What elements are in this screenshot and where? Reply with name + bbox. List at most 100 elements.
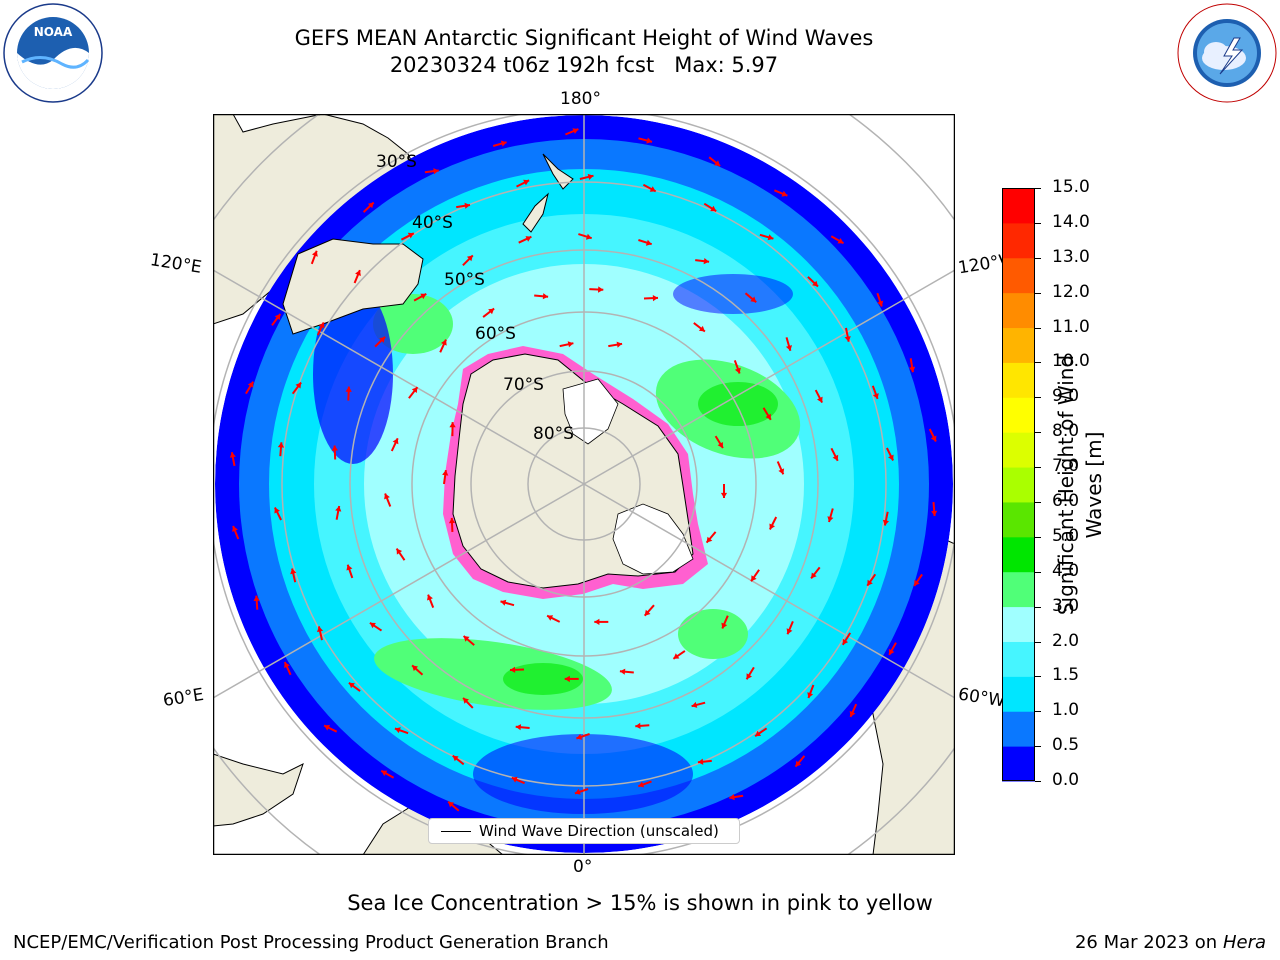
colorbar-tick-label: 2.0 [1052,630,1080,651]
colorbar-tick-label: 8.0 [1052,421,1080,442]
wave-direction-arrowhead [638,781,645,788]
colorbar-tick-label: 11.0 [1052,316,1090,337]
colorbar-tick-mark [1035,432,1041,434]
colorbar-segment [1002,222,1035,259]
wave-direction-arrowhead [765,413,771,420]
wave-direction-arrowhead [407,232,414,239]
colorbar-tick-mark [1035,292,1041,294]
colorbar-tick-label: 14.0 [1052,211,1090,232]
wave-direction-arrowhead [574,788,581,795]
wave-direction-arrowhead [232,526,238,532]
wave-direction-arrowhead [652,295,658,302]
wave-direction-arrowhead [930,435,937,442]
colorbar-segment [1002,467,1035,503]
wave-direction-arrowhead [448,801,455,808]
wave-direction-arrowhead [290,568,297,575]
colorbar-segment [1002,292,1035,329]
wave-direction-arrowhead [598,286,604,293]
wave-direction-arrowhead [888,648,895,655]
wave-direction-arrowhead [392,438,399,445]
colorbar-segment [1002,746,1035,782]
colorbar-tick-label: 0.0 [1052,770,1080,790]
wave-direction-arrowhead [729,794,735,801]
wave-direction-arrowhead [547,615,554,621]
colorbar-tick-label: 13.0 [1052,246,1090,267]
wave-direction-arrowhead [721,622,728,629]
wave-direction-arrowhead [448,517,456,524]
colorbar-tick-mark [1035,641,1041,643]
wave-direction-arrowhead [931,510,938,516]
colorbar-segment [1002,571,1035,608]
footer-host: Hera [1222,932,1266,953]
wave-direction-arrowhead [274,507,280,514]
colorbar-tick-mark [1035,188,1041,189]
nws-logo [1177,3,1277,103]
wave-direction-arrowhead [500,140,507,147]
lon-label-180: 180° [560,89,601,109]
wave-direction-arrowhead [877,300,884,307]
colorbar-tick-label: 12.0 [1052,281,1090,302]
colorbar-segment [1002,362,1035,398]
wave-direction-arrowhead [253,595,260,601]
wave-direction-arrowhead [367,202,374,209]
wave-direction-arrowhead [345,386,352,392]
colorbar-tick-mark [1035,397,1041,399]
footer-credit: NCEP/EMC/Verification Post Processing Pr… [13,932,609,953]
wave-direction-arrowhead [274,314,281,320]
wave-direction-arrowhead [523,179,530,186]
wave-direction-arrowhead [837,238,844,244]
wave-direction-arrowhead [867,579,873,586]
wave-direction-arrowhead [567,341,574,348]
wave-direction-arrowhead [644,609,651,616]
colorbar-segment [1002,641,1035,677]
wave-direction-arrowhead [750,296,757,303]
wave-direction-arrowhead [649,186,656,192]
colorbar-tick-label: 1.0 [1052,700,1080,721]
wave-direction-arrowhead [645,239,652,246]
colorbar-tick-mark [1035,222,1041,224]
wave-direction-arrowhead [619,668,626,675]
wave-direction-arrowhead [832,454,839,461]
wave-direction-arrowhead [785,345,792,351]
colorbar-tick-label: 5.0 [1052,525,1080,546]
graticule [213,114,955,855]
colorbar-tick-label: 6.0 [1052,490,1080,511]
colorbar-segment [1002,711,1035,747]
wave-direction-arrowhead [317,626,324,633]
wave-direction-arrowhead [331,445,338,451]
wave-direction-arrowhead [842,638,849,645]
colorbar-tick-mark [1035,257,1041,259]
colorbar-segment [1002,501,1035,538]
wave-direction-arrowhead [585,233,592,240]
wave-direction-arrowhead [295,382,302,389]
colorbar-segment [1002,327,1035,363]
wave-direction-arrowhead [449,422,456,428]
lon-label-0: 0° [573,857,593,877]
wave-direction-arrowhead [463,697,469,704]
wave-direction-arrowhead [698,325,705,332]
lat-label-80s: 80°S [533,424,574,444]
wave-direction-arrowhead [511,776,518,783]
lat-label-40s: 40°S [412,213,453,233]
colorbar-tick-mark [1035,362,1041,364]
footer-date-text: 26 Mar 2023 on [1074,932,1218,953]
wave-direction-arrowhead [324,724,331,731]
lon-label-60e: 60°E [161,684,206,712]
colorbar-tick-label: 10.0 [1052,351,1090,372]
wave-direction-arrowhead [284,662,290,668]
wave-direction-arrowhead [564,675,570,683]
colorbar-tick-label: 1.5 [1052,665,1080,686]
noaa-logo: NOAA [3,3,103,103]
chart-subtitle: 20230324 t06z 192h fcst Max: 5.97 [389,53,779,77]
wave-direction-arrowhead [576,733,583,740]
wave-direction-arrowhead [717,442,723,448]
wave-direction-arrowhead [706,536,713,543]
colorbar-tick-label: 0.5 [1052,735,1080,756]
lat-label-70s: 70°S [503,375,544,395]
colorbar-tick-mark [1035,606,1041,608]
wave-direction-arrowhead [795,760,802,767]
wave-direction-arrowhead [355,270,361,276]
wave-direction-arrowhead [510,666,516,673]
wave-direction-arrowhead [466,255,473,262]
wave-direction-arrowhead [318,322,325,329]
